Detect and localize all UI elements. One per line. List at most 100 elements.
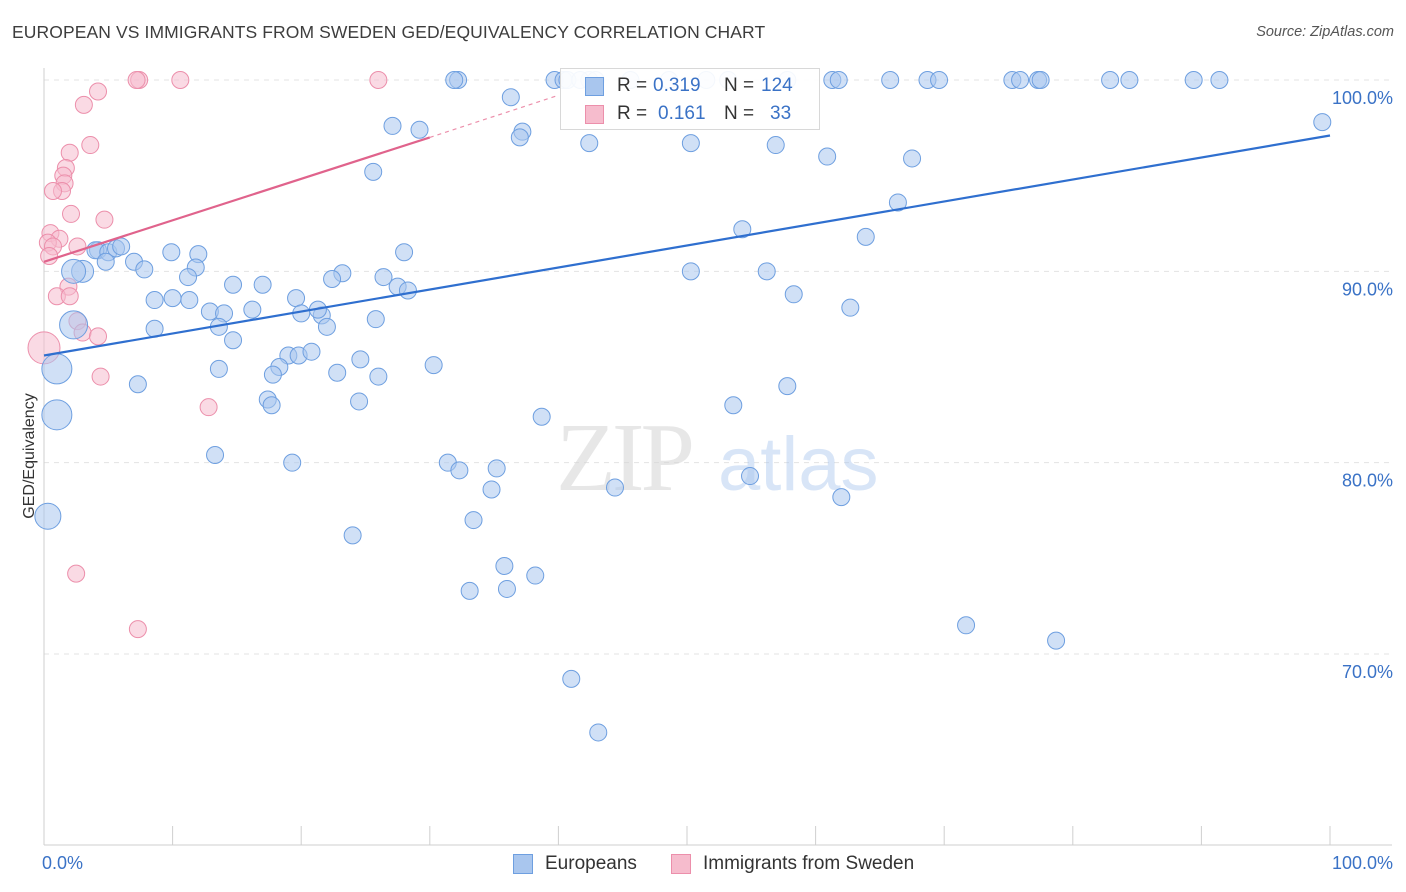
european-point xyxy=(501,88,520,107)
immigrant-point xyxy=(74,95,93,114)
european-point xyxy=(34,502,62,530)
european-point xyxy=(1047,631,1066,650)
european-point xyxy=(487,459,506,478)
immigrant-point xyxy=(89,327,108,346)
bottom-legend-swatch-pink xyxy=(671,854,691,874)
y-tick-label: 70.0% xyxy=(1342,662,1393,682)
immigrant-point xyxy=(199,398,218,417)
european-point xyxy=(209,359,228,378)
legend-n-value: 33 xyxy=(770,103,792,124)
x-tick-label-max: 100.0% xyxy=(1332,853,1393,873)
y-axis-label: GED/Equivalency xyxy=(21,393,38,518)
european-point xyxy=(829,71,848,89)
immigrant-point xyxy=(60,143,79,162)
y-tick-label: 80.0% xyxy=(1342,471,1393,491)
immigrant-point xyxy=(127,71,146,89)
european-point xyxy=(930,71,949,89)
european-point xyxy=(681,134,700,153)
european-point xyxy=(1031,71,1050,89)
european-point xyxy=(957,616,976,635)
y-tick-labels: 100.0% 90.0% 80.0% 70.0% xyxy=(1332,88,1393,682)
european-point xyxy=(163,289,182,308)
watermark-zip: ZIP xyxy=(556,404,691,512)
european-point xyxy=(224,275,243,294)
immigrant-point xyxy=(81,136,100,155)
european-point xyxy=(317,317,336,336)
axes xyxy=(43,68,1392,846)
european-point xyxy=(605,478,624,497)
immigrant-point xyxy=(89,82,108,101)
european-point xyxy=(61,258,87,284)
immigrant-point xyxy=(62,204,81,223)
immigrant-point xyxy=(91,367,110,386)
legend-n-label: N = xyxy=(724,75,755,96)
european-point xyxy=(784,285,803,304)
legend-r-value: 0.161 xyxy=(658,103,706,124)
european-point xyxy=(1184,71,1203,89)
european-point xyxy=(724,396,743,415)
european-point xyxy=(510,128,529,147)
y-tick-label: 100.0% xyxy=(1332,88,1393,108)
immigrant-point xyxy=(128,620,147,639)
european-point xyxy=(112,237,131,256)
european-point xyxy=(41,353,73,385)
european-point xyxy=(343,526,362,545)
legend-n-label: N = xyxy=(724,103,755,124)
immigrant-point xyxy=(60,287,79,306)
european-point xyxy=(162,243,181,262)
european-point xyxy=(1313,113,1332,132)
european-point xyxy=(398,281,417,300)
european-point xyxy=(383,116,402,135)
european-point xyxy=(253,275,272,294)
european-point xyxy=(41,399,73,431)
european-point xyxy=(903,149,922,168)
legend-r-label: R = xyxy=(617,75,648,96)
stats-legend: R = 0.319 N = 124 R = 0.161 N = 33 xyxy=(560,68,820,130)
chart-title: EUROPEAN VS IMMIGRANTS FROM SWEDEN GED/E… xyxy=(12,22,766,42)
european-point xyxy=(59,310,89,340)
european-point xyxy=(888,193,907,212)
european-point xyxy=(283,453,302,472)
europeans-trend-line xyxy=(43,134,1331,357)
immigrant-point xyxy=(40,247,59,266)
european-point xyxy=(262,396,281,415)
european-point xyxy=(180,291,199,310)
y-tick-label: 90.0% xyxy=(1342,279,1393,299)
european-point xyxy=(589,723,608,742)
bottom-legend-label: Europeans xyxy=(545,853,637,874)
european-point xyxy=(302,342,321,361)
european-point xyxy=(766,136,785,155)
european-point xyxy=(96,252,115,271)
european-point xyxy=(681,262,700,281)
immigrant-point xyxy=(369,71,388,89)
legend-swatch-blue xyxy=(585,77,604,96)
european-point xyxy=(562,669,581,688)
legend-n-value: 124 xyxy=(761,75,793,96)
pink-points xyxy=(27,71,388,639)
european-point xyxy=(135,260,154,279)
european-point xyxy=(351,350,370,369)
source-label: Source: ZipAtlas.com xyxy=(1256,24,1394,40)
legend-r-value: 0.319 xyxy=(653,75,701,96)
european-point xyxy=(410,120,429,139)
legend-r-label: R = xyxy=(617,103,648,124)
european-point xyxy=(818,147,837,166)
immigrant-point xyxy=(44,181,63,200)
immigrant-point xyxy=(95,210,114,229)
european-point xyxy=(369,367,388,386)
european-point xyxy=(366,310,385,329)
european-point xyxy=(497,579,516,598)
european-point xyxy=(287,289,306,308)
european-point xyxy=(1101,71,1120,89)
european-point xyxy=(532,407,551,426)
european-point xyxy=(263,365,282,384)
european-point xyxy=(445,71,464,89)
european-point xyxy=(328,363,347,382)
european-point xyxy=(1120,71,1139,89)
european-point xyxy=(323,269,342,288)
european-point xyxy=(179,268,198,287)
immigrants-trend-extension xyxy=(429,94,559,138)
grid-lines xyxy=(44,79,1390,655)
european-point xyxy=(128,375,147,394)
legend-row-immigrants: R = 0.161 N = 33 xyxy=(561,101,819,129)
